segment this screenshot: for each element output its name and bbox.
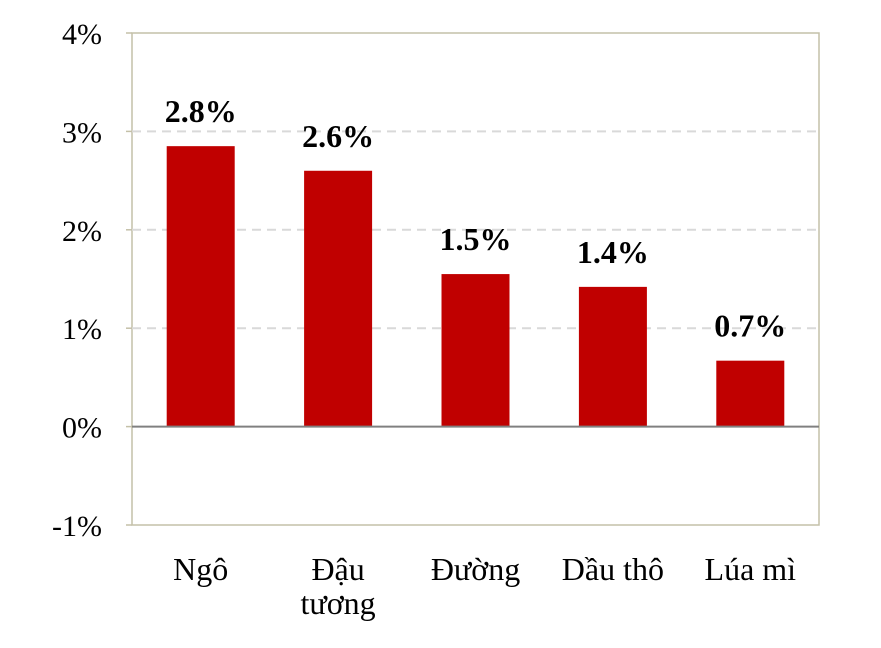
y-tick-label: 4% (62, 18, 102, 51)
bar (441, 274, 510, 427)
bar (578, 286, 647, 427)
x-category-label: Ngô (173, 551, 228, 587)
data-label: 2.8% (165, 93, 237, 129)
y-tick-label: 3% (62, 116, 102, 149)
x-category-label: Đường (431, 551, 520, 587)
bar (304, 170, 373, 427)
plot-area-border (131, 32, 820, 526)
data-label: 0.7% (714, 308, 786, 344)
x-category-label: Đậu (311, 551, 364, 587)
bar (166, 146, 235, 427)
x-category-label: Lúa mì (705, 551, 797, 587)
y-tick-label: -1% (52, 510, 102, 543)
x-category-label: tương (301, 585, 376, 621)
y-tick-label: 2% (62, 215, 102, 248)
data-label: 1.4% (577, 234, 649, 270)
y-tick-label: 0% (62, 412, 102, 445)
data-label: 2.6% (302, 118, 374, 154)
x-category-label: Dầu thô (562, 551, 664, 587)
bar (716, 360, 785, 427)
y-tick-label: 1% (62, 313, 102, 346)
data-label: 1.5% (440, 221, 512, 257)
